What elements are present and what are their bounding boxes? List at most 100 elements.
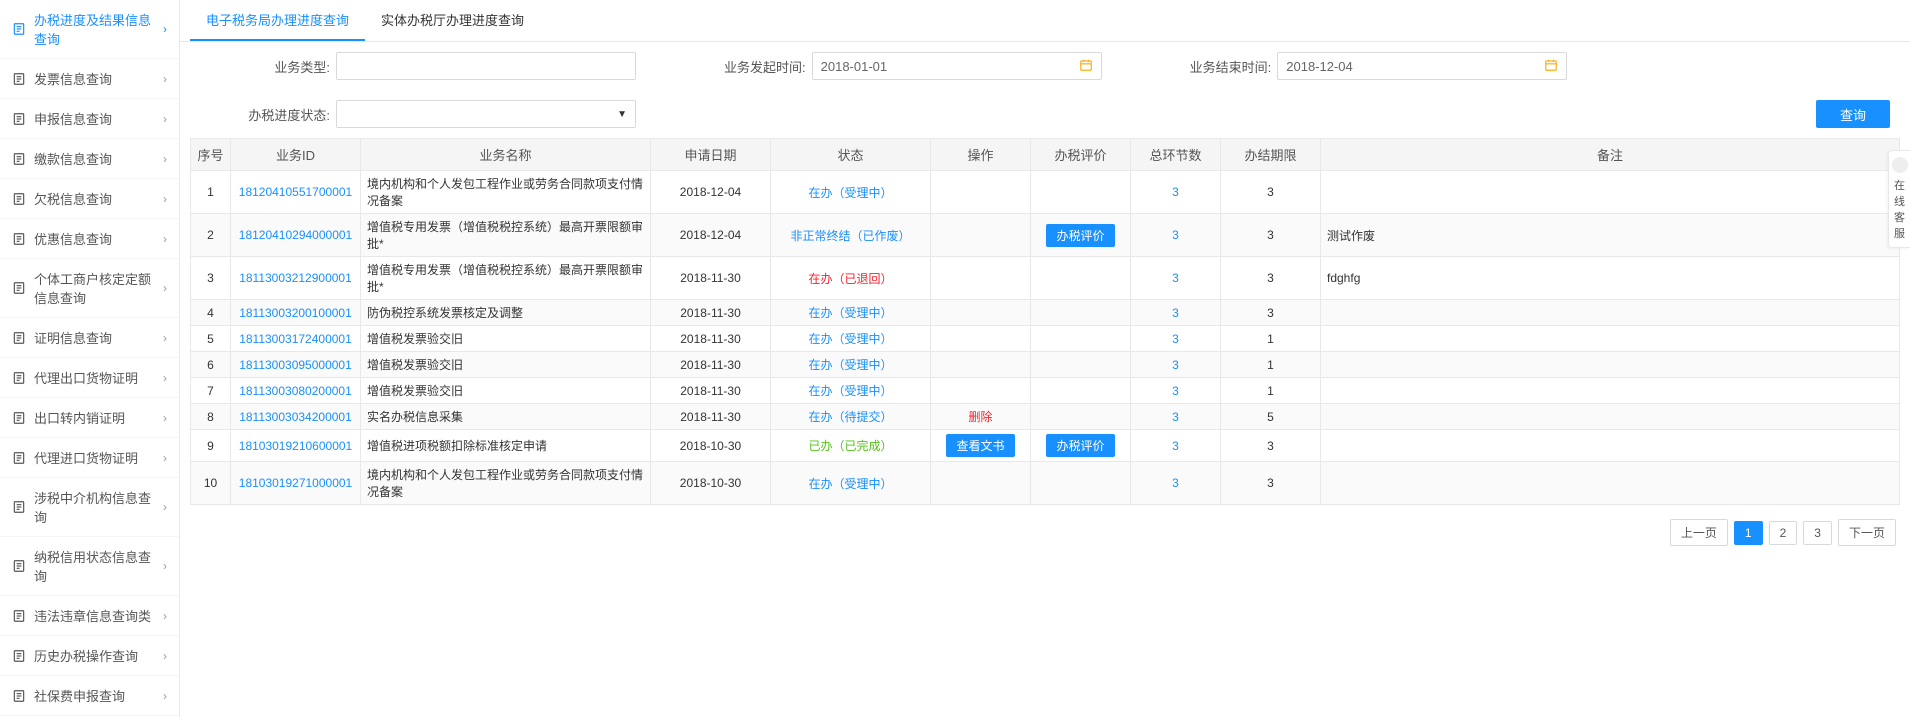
cell-seq: 10 <box>191 462 231 505</box>
cell-remark <box>1321 404 1900 430</box>
cell-id[interactable]: 18113003080200001 <box>231 378 361 404</box>
table-row: 218120410294000001增值税专用发票（增值税税控系统）最高开票限额… <box>191 214 1900 257</box>
delete-link[interactable]: 删除 <box>968 410 992 424</box>
sidebar-item-label: 缴款信息查询 <box>34 149 112 168</box>
cell-remark: 测试作废 <box>1321 214 1900 257</box>
cell-limit: 3 <box>1221 300 1321 326</box>
cell-steps[interactable]: 3 <box>1131 378 1221 404</box>
table-row: 118120410551700001境内机构和个人发包工程作业或劳务合同款项支付… <box>191 171 1900 214</box>
tab-1[interactable]: 实体办税厅办理进度查询 <box>365 0 540 41</box>
cell-id[interactable]: 18113003095000001 <box>231 352 361 378</box>
cell-steps[interactable]: 3 <box>1131 300 1221 326</box>
cell-status: 在办（受理中） <box>771 326 931 352</box>
cell-steps[interactable]: 3 <box>1131 462 1221 505</box>
cell-steps[interactable]: 3 <box>1131 171 1221 214</box>
cell-seq: 3 <box>191 257 231 300</box>
cell-seq: 5 <box>191 326 231 352</box>
cell-steps[interactable]: 3 <box>1131 326 1221 352</box>
cell-name: 增值税发票验交旧 <box>361 352 651 378</box>
sidebar-item-13[interactable]: 违法违章信息查询类› <box>0 596 179 636</box>
cell-eval <box>1031 404 1131 430</box>
view-doc-button[interactable]: 查看文书 <box>946 434 1014 457</box>
filter-row-1: 业务类型: 业务发起时间: 2018-01-01 业务结束时间: 2018-12… <box>180 42 1910 90</box>
cell-steps[interactable]: 3 <box>1131 257 1221 300</box>
sidebar-item-6[interactable]: 个体工商户核定定额信息查询› <box>0 259 179 318</box>
cell-id[interactable]: 18120410294000001 <box>231 214 361 257</box>
document-icon <box>12 609 26 623</box>
chevron-right-icon: › <box>163 72 167 86</box>
calendar-icon <box>1544 58 1558 75</box>
sidebar-item-11[interactable]: 涉税中介机构信息查询› <box>0 478 179 537</box>
prev-page-button[interactable]: 上一页 <box>1670 519 1728 546</box>
cell-id[interactable]: 18113003200100001 <box>231 300 361 326</box>
cell-id[interactable]: 18113003034200001 <box>231 404 361 430</box>
cell-eval <box>1031 352 1131 378</box>
next-page-button[interactable]: 下一页 <box>1838 519 1896 546</box>
page-button-3[interactable]: 3 <box>1803 521 1832 545</box>
cell-steps[interactable]: 3 <box>1131 352 1221 378</box>
document-icon <box>12 451 26 465</box>
filter-end-date[interactable]: 2018-12-04 <box>1277 52 1567 80</box>
tabs: 电子税务局办理进度查询实体办税厅办理进度查询 <box>180 0 1910 42</box>
cell-op <box>931 352 1031 378</box>
side-help-widget[interactable]: 在线客服 <box>1888 150 1910 248</box>
cell-id[interactable]: 18113003212900001 <box>231 257 361 300</box>
sidebar-item-14[interactable]: 历史办税操作查询› <box>0 636 179 676</box>
cell-id[interactable]: 18120410551700001 <box>231 171 361 214</box>
cell-seq: 6 <box>191 352 231 378</box>
sidebar-item-7[interactable]: 证明信息查询› <box>0 318 179 358</box>
sidebar-item-0[interactable]: 办税进度及结果信息查询› <box>0 0 179 59</box>
cell-eval: 办税评价 <box>1031 430 1131 462</box>
chevron-right-icon: › <box>163 609 167 623</box>
filter-start-date[interactable]: 2018-01-01 <box>812 52 1102 80</box>
cell-id[interactable]: 18103019210600001 <box>231 430 361 462</box>
filter-status-select[interactable]: ▼ <box>336 100 636 128</box>
document-icon <box>12 559 26 573</box>
cell-limit: 5 <box>1221 404 1321 430</box>
table-row: 1018103019271000001境内机构和个人发包工程作业或劳务合同款项支… <box>191 462 1900 505</box>
tab-0[interactable]: 电子税务局办理进度查询 <box>190 0 365 41</box>
sidebar-item-15[interactable]: 社保费申报查询› <box>0 676 179 716</box>
page-button-2[interactable]: 2 <box>1769 521 1798 545</box>
cell-status: 已办（已完成） <box>771 430 931 462</box>
sidebar-item-12[interactable]: 纳税信用状态信息查询› <box>0 537 179 596</box>
cell-steps[interactable]: 3 <box>1131 430 1221 462</box>
sidebar-item-8[interactable]: 代理出口货物证明› <box>0 358 179 398</box>
sidebar-item-9[interactable]: 出口转内销证明› <box>0 398 179 438</box>
document-icon <box>12 232 26 246</box>
filter-type-input[interactable] <box>336 52 636 80</box>
cell-op <box>931 171 1031 214</box>
cell-eval <box>1031 326 1131 352</box>
document-icon <box>12 411 26 425</box>
chevron-right-icon: › <box>163 689 167 703</box>
eval-button[interactable]: 办税评价 <box>1046 434 1114 457</box>
cell-steps[interactable]: 3 <box>1131 404 1221 430</box>
cell-eval: 办税评价 <box>1031 214 1131 257</box>
table-row: 618113003095000001增值税发票验交旧2018-11-30在办（受… <box>191 352 1900 378</box>
help-avatar-icon <box>1892 157 1908 173</box>
sidebar-item-2[interactable]: 申报信息查询› <box>0 99 179 139</box>
sidebar-item-3[interactable]: 缴款信息查询› <box>0 139 179 179</box>
page-button-1[interactable]: 1 <box>1734 521 1763 545</box>
chevron-right-icon: › <box>163 331 167 345</box>
query-button[interactable]: 查询 <box>1816 100 1890 128</box>
cell-limit: 3 <box>1221 257 1321 300</box>
sidebar-item-5[interactable]: 优惠信息查询› <box>0 219 179 259</box>
cell-id[interactable]: 18113003172400001 <box>231 326 361 352</box>
cell-steps[interactable]: 3 <box>1131 214 1221 257</box>
chevron-right-icon: › <box>163 500 167 514</box>
sidebar-item-10[interactable]: 代理进口货物证明› <box>0 438 179 478</box>
cell-id[interactable]: 18103019271000001 <box>231 462 361 505</box>
sidebar: 办税进度及结果信息查询›发票信息查询›申报信息查询›缴款信息查询›欠税信息查询›… <box>0 0 180 717</box>
cell-op <box>931 214 1031 257</box>
chevron-right-icon: › <box>163 22 167 36</box>
sidebar-item-1[interactable]: 发票信息查询› <box>0 59 179 99</box>
cell-seq: 8 <box>191 404 231 430</box>
eval-button[interactable]: 办税评价 <box>1046 224 1114 247</box>
chevron-right-icon: › <box>163 371 167 385</box>
cell-name: 增值税进项税额扣除标准核定申请 <box>361 430 651 462</box>
sidebar-item-4[interactable]: 欠税信息查询› <box>0 179 179 219</box>
th-eval: 办税评价 <box>1031 139 1131 171</box>
chevron-right-icon: › <box>163 411 167 425</box>
side-widget-text: 在线客服 <box>1891 177 1908 241</box>
